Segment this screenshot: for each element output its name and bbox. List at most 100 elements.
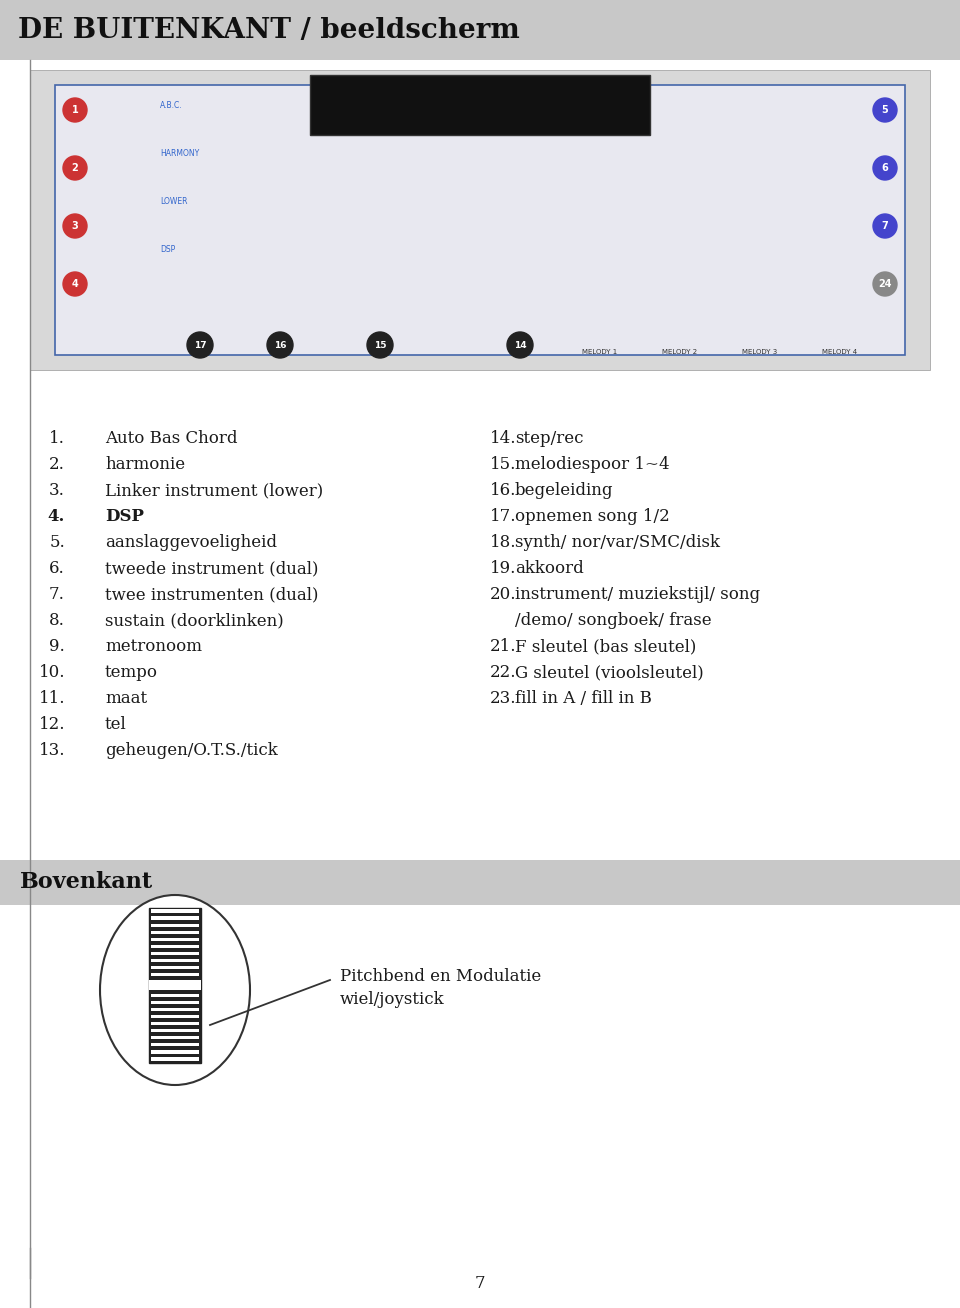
Text: 17: 17 bbox=[194, 340, 206, 349]
Bar bbox=[310, 75, 650, 135]
Circle shape bbox=[63, 98, 87, 122]
Text: 7: 7 bbox=[881, 221, 888, 232]
Text: 23.: 23. bbox=[490, 691, 516, 708]
Text: akkoord: akkoord bbox=[515, 560, 584, 577]
Text: opnemen song 1/2: opnemen song 1/2 bbox=[515, 508, 670, 525]
Text: A.B.C.: A.B.C. bbox=[160, 101, 182, 110]
Bar bbox=[151, 980, 199, 984]
Text: 7.: 7. bbox=[49, 586, 65, 603]
Text: tel: tel bbox=[105, 715, 127, 732]
Bar bbox=[149, 908, 201, 1062]
Text: 18.: 18. bbox=[490, 534, 516, 551]
Text: twee instrumenten (dual): twee instrumenten (dual) bbox=[105, 586, 319, 603]
Text: DE BUITENKANT / beeldscherm: DE BUITENKANT / beeldscherm bbox=[18, 17, 519, 43]
Circle shape bbox=[873, 272, 897, 296]
Bar bbox=[151, 1050, 199, 1053]
Text: DSP: DSP bbox=[160, 245, 176, 254]
Circle shape bbox=[63, 215, 87, 238]
Text: step/rec: step/rec bbox=[515, 430, 584, 447]
Text: MELODY 3: MELODY 3 bbox=[742, 349, 778, 354]
Text: /demo/ songboek/ frase: /demo/ songboek/ frase bbox=[515, 612, 711, 629]
Text: tweede instrument (dual): tweede instrument (dual) bbox=[105, 560, 319, 577]
Text: 2: 2 bbox=[72, 164, 79, 173]
Text: 11.: 11. bbox=[38, 691, 65, 708]
Text: 21.: 21. bbox=[490, 638, 516, 655]
Bar bbox=[151, 917, 199, 920]
Bar bbox=[151, 994, 199, 997]
Bar bbox=[30, 71, 930, 370]
Text: 4: 4 bbox=[72, 279, 79, 289]
Text: 1.: 1. bbox=[49, 430, 65, 447]
Text: 10.: 10. bbox=[38, 664, 65, 681]
Text: fill in A / fill in B: fill in A / fill in B bbox=[515, 691, 652, 708]
Ellipse shape bbox=[100, 895, 250, 1086]
Text: 3: 3 bbox=[72, 221, 79, 232]
Bar bbox=[151, 944, 199, 948]
Bar bbox=[151, 952, 199, 955]
Text: aanslaggevoeligheid: aanslaggevoeligheid bbox=[105, 534, 277, 551]
Text: 5: 5 bbox=[881, 105, 888, 115]
Text: 19.: 19. bbox=[490, 560, 516, 577]
Text: Linker instrument (lower): Linker instrument (lower) bbox=[105, 483, 324, 498]
Text: MELODY 1: MELODY 1 bbox=[583, 349, 617, 354]
Circle shape bbox=[187, 332, 213, 358]
Text: 15: 15 bbox=[373, 340, 386, 349]
Text: Auto Bas Chord: Auto Bas Chord bbox=[105, 430, 237, 447]
Bar bbox=[151, 1022, 199, 1025]
Text: begeleiding: begeleiding bbox=[515, 483, 613, 498]
Bar bbox=[149, 980, 201, 990]
Text: 16.: 16. bbox=[490, 483, 516, 498]
Text: 6.: 6. bbox=[49, 560, 65, 577]
Text: 14: 14 bbox=[514, 340, 526, 349]
Text: metronoom: metronoom bbox=[105, 638, 202, 655]
Bar bbox=[0, 859, 960, 905]
Text: 16: 16 bbox=[274, 340, 286, 349]
Bar bbox=[151, 988, 199, 990]
Bar bbox=[151, 1015, 199, 1019]
Bar bbox=[151, 1008, 199, 1011]
Circle shape bbox=[873, 215, 897, 238]
Text: 3.: 3. bbox=[49, 483, 65, 498]
Bar bbox=[151, 1001, 199, 1005]
Text: MELODY 2: MELODY 2 bbox=[662, 349, 698, 354]
Bar bbox=[151, 965, 199, 969]
Text: F sleutel (bas sleutel): F sleutel (bas sleutel) bbox=[515, 638, 696, 655]
Text: LOWER: LOWER bbox=[160, 196, 187, 205]
Circle shape bbox=[507, 332, 533, 358]
Text: 13.: 13. bbox=[38, 742, 65, 759]
Text: 5.: 5. bbox=[49, 534, 65, 551]
Circle shape bbox=[267, 332, 293, 358]
Bar bbox=[55, 85, 905, 354]
Text: Bovenkant: Bovenkant bbox=[20, 871, 154, 893]
Bar bbox=[0, 0, 960, 60]
Bar bbox=[151, 938, 199, 940]
Bar bbox=[151, 930, 199, 934]
Text: 9.: 9. bbox=[49, 638, 65, 655]
Circle shape bbox=[367, 332, 393, 358]
Bar bbox=[151, 1029, 199, 1032]
Text: 7: 7 bbox=[474, 1274, 486, 1291]
Bar bbox=[151, 1057, 199, 1061]
Circle shape bbox=[63, 156, 87, 181]
Text: geheugen/O.T.S./tick: geheugen/O.T.S./tick bbox=[105, 742, 277, 759]
Text: 24: 24 bbox=[878, 279, 892, 289]
Text: 17.: 17. bbox=[490, 508, 516, 525]
Circle shape bbox=[873, 98, 897, 122]
Bar bbox=[151, 1044, 199, 1046]
Text: melodiespoor 1~4: melodiespoor 1~4 bbox=[515, 456, 670, 473]
Text: 22.: 22. bbox=[490, 664, 516, 681]
Bar bbox=[151, 1036, 199, 1040]
Text: Pitchbend en Modulatie
wiel/joystick: Pitchbend en Modulatie wiel/joystick bbox=[340, 968, 541, 1008]
Text: DSP: DSP bbox=[105, 508, 144, 525]
Text: MELODY 4: MELODY 4 bbox=[823, 349, 857, 354]
Bar bbox=[151, 909, 199, 913]
Text: G sleutel (vioolsleutel): G sleutel (vioolsleutel) bbox=[515, 664, 704, 681]
Text: synth/ nor/var/SMC/disk: synth/ nor/var/SMC/disk bbox=[515, 534, 720, 551]
Text: sustain (doorklinken): sustain (doorklinken) bbox=[105, 612, 284, 629]
Text: 14.: 14. bbox=[490, 430, 516, 447]
Text: 4.: 4. bbox=[48, 508, 65, 525]
Text: tempo: tempo bbox=[105, 664, 158, 681]
Text: harmonie: harmonie bbox=[105, 456, 185, 473]
Bar bbox=[151, 923, 199, 926]
Circle shape bbox=[873, 156, 897, 181]
